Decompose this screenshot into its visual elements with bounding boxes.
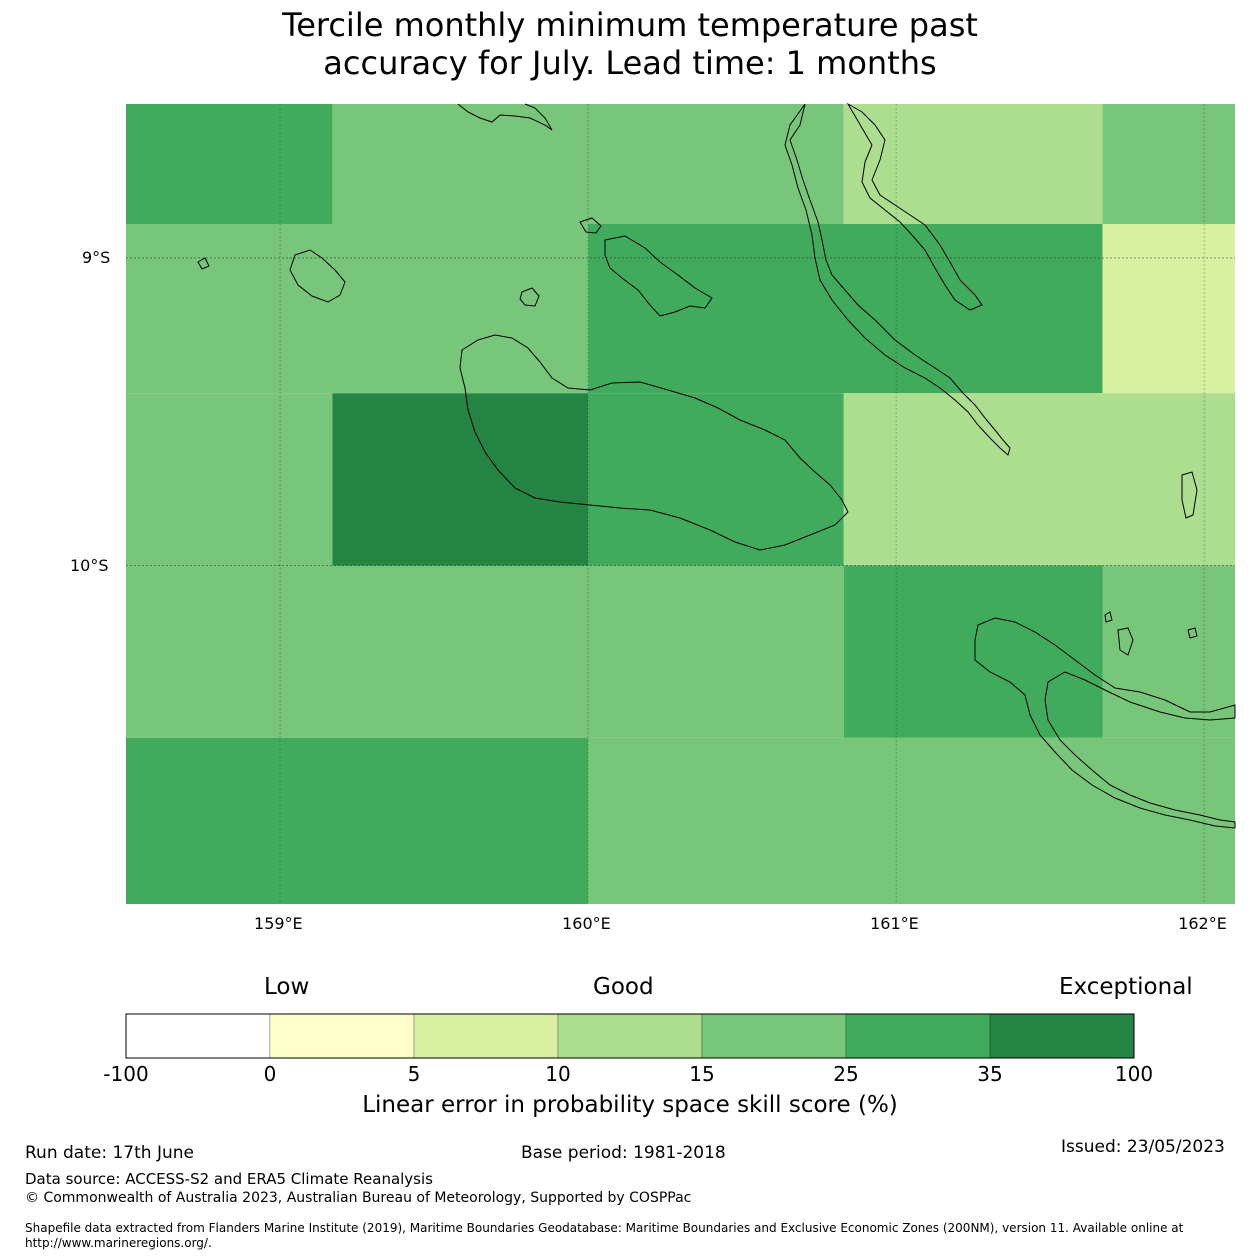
heatmap-cell-13	[1102, 565, 1235, 738]
coastline-santa-isabel-east	[846, 102, 983, 311]
coastline-santa-isabel	[784, 103, 1011, 456]
colorbar-tick-label: 25	[833, 1062, 859, 1086]
colorbar-title: Linear error in probability space skill …	[362, 1092, 898, 1118]
heatmap-cell-11	[126, 565, 844, 738]
colorbar-category-exceptional: Exceptional	[1059, 974, 1193, 1000]
colorbar-tick-label: -100	[103, 1062, 149, 1086]
base-period: Base period: 1981-2018	[521, 1143, 726, 1163]
coastline-islet-2	[519, 287, 540, 307]
colorbar-bin-2	[413, 1013, 559, 1059]
heatmap-cell-8	[332, 393, 589, 566]
heatmap-cell-15	[588, 737, 1235, 904]
colorbar	[125, 1013, 1135, 1059]
heatmap-cell-14	[126, 737, 589, 904]
copyright: © Commonwealth of Australia 2023, Austra…	[25, 1190, 692, 1206]
issued-date: Issued: 23/05/2023	[1061, 1137, 1225, 1157]
colorbar-tick-label: 100	[1114, 1062, 1154, 1086]
coastline-florida-north	[457, 103, 553, 131]
heatmap-cell-4	[126, 224, 589, 394]
colorbar-bin-6	[989, 1013, 1135, 1059]
colorbar-tick-label: 10	[545, 1062, 571, 1086]
lon-tick-label: 159°E	[254, 914, 303, 933]
title-line-2: accuracy for July. Lead time: 1 months	[323, 44, 937, 82]
coastline-ulawa	[1117, 627, 1134, 656]
colorbar-bin-1	[269, 1013, 415, 1059]
heatmap-cell-5	[588, 224, 1103, 394]
coastline-makira	[974, 617, 1236, 829]
lat-tick-label: 9°S	[82, 247, 111, 267]
colorbar-tick-label: 35	[977, 1062, 1003, 1086]
colorbar-category-low: Low	[264, 974, 310, 1000]
heatmap-cell-9	[588, 393, 844, 566]
coastline-guadalcanal	[459, 334, 849, 551]
coastline-islet-3	[1104, 611, 1113, 623]
colorbar-category-good: Good	[593, 974, 654, 1000]
heatmap-cell-12	[843, 565, 1103, 738]
heatmap-cell-0	[126, 104, 333, 224]
lon-tick-label: 162°E	[1178, 914, 1227, 933]
coastline-islet-1	[197, 257, 210, 270]
coastline-islet-4	[1187, 627, 1198, 639]
chart-title: Tercile monthly minimum temperature past…	[0, 6, 1260, 82]
shapefile-credit-line-1: Shapefile data extracted from Flanders M…	[25, 1221, 1184, 1235]
heatmap-cell-7	[126, 393, 333, 566]
heatmap-cell-6	[1102, 224, 1235, 394]
heatmap-cells	[126, 104, 1235, 904]
colorbar-tick-label: 5	[407, 1062, 421, 1086]
data-source: Data source: ACCESS-S2 and ERA5 Climate …	[25, 1170, 433, 1188]
colorbar-bin-0	[125, 1013, 271, 1059]
coastline-nggela	[604, 235, 713, 317]
coastline-small-east	[1181, 471, 1198, 519]
colorbar-tick-label: 15	[689, 1062, 715, 1086]
heatmap-cell-2	[843, 104, 1103, 224]
coastlines	[197, 102, 1236, 829]
colorbar-tick-label: 0	[263, 1062, 277, 1086]
colorbar-bin-3	[557, 1013, 703, 1059]
coastline-savo	[579, 217, 602, 234]
colorbar-bin-4	[701, 1013, 847, 1059]
graticule	[126, 104, 1235, 904]
lat-tick-label: 10°S	[70, 555, 109, 575]
heatmap-cell-3	[1102, 104, 1235, 224]
heatmap-cell-1	[332, 104, 844, 224]
colorbar-frame	[125, 1013, 1135, 1059]
lon-tick-label: 160°E	[562, 914, 611, 933]
shapefile-credit-line-2: http://www.marineregions.org/.	[25, 1236, 212, 1250]
heatmap-cell-10	[843, 393, 1235, 566]
title-line-1: Tercile monthly minimum temperature past	[282, 6, 978, 44]
colorbar-bin-5	[845, 1013, 991, 1059]
lon-tick-label: 161°E	[870, 914, 919, 933]
run-date: Run date: 17th June	[25, 1143, 194, 1163]
coastline-russell	[289, 249, 346, 303]
